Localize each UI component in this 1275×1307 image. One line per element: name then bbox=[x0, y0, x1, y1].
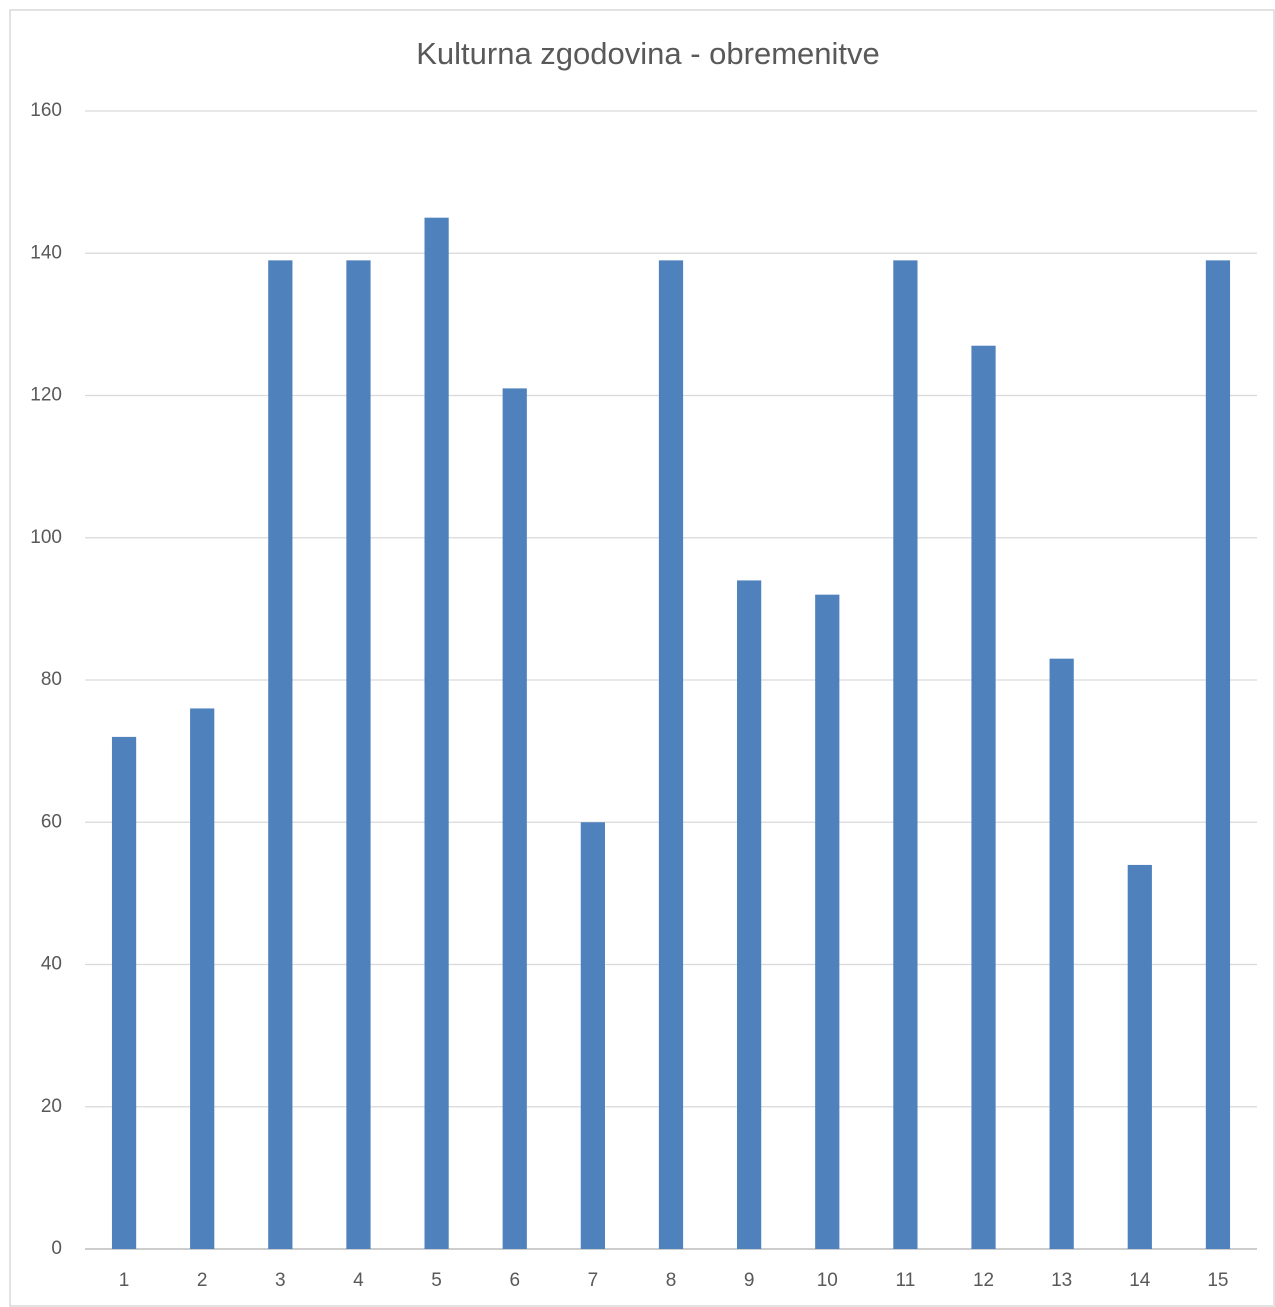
y-tick-label: 80 bbox=[41, 669, 62, 690]
x-tick-label: 12 bbox=[973, 1270, 994, 1291]
y-tick-label: 40 bbox=[41, 954, 62, 975]
bar bbox=[190, 708, 215, 1249]
x-tick-label: 15 bbox=[1207, 1270, 1228, 1291]
y-tick-label: 160 bbox=[30, 100, 62, 121]
x-tick-label: 13 bbox=[1051, 1270, 1072, 1291]
x-tick-label: 14 bbox=[1129, 1270, 1151, 1291]
x-tick-label: 9 bbox=[744, 1270, 755, 1291]
bar bbox=[268, 260, 293, 1249]
y-tick-label: 60 bbox=[41, 811, 62, 832]
bar bbox=[424, 217, 449, 1249]
x-tick-label: 6 bbox=[509, 1270, 520, 1291]
x-tick-label: 4 bbox=[353, 1270, 364, 1291]
bar bbox=[1127, 864, 1152, 1249]
y-tick-label: 120 bbox=[30, 385, 62, 406]
bar bbox=[815, 594, 840, 1249]
y-tick-label: 0 bbox=[51, 1238, 62, 1259]
chart-title: Kulturna zgodovina - obremenitve bbox=[416, 36, 880, 71]
bar bbox=[1205, 260, 1231, 1249]
x-tick-label: 5 bbox=[431, 1270, 442, 1291]
x-tick-label: 2 bbox=[197, 1270, 208, 1291]
x-tick-label: 3 bbox=[275, 1270, 286, 1291]
bar bbox=[971, 345, 996, 1249]
bar bbox=[1049, 658, 1074, 1249]
bar bbox=[502, 388, 527, 1249]
bar bbox=[737, 580, 762, 1249]
x-tick-label: 11 bbox=[896, 1270, 916, 1291]
y-tick-label: 140 bbox=[30, 242, 62, 263]
bar bbox=[893, 260, 918, 1249]
x-tick-label: 10 bbox=[817, 1270, 838, 1291]
x-tick-label: 1 bbox=[119, 1270, 130, 1291]
y-tick-label: 100 bbox=[30, 527, 62, 548]
y-tick-label: 20 bbox=[41, 1096, 62, 1117]
bar bbox=[580, 822, 605, 1249]
x-tick-label: 7 bbox=[588, 1270, 599, 1291]
bar bbox=[111, 736, 137, 1249]
bar bbox=[658, 260, 684, 1249]
x-tick-label: 8 bbox=[666, 1270, 677, 1291]
bar bbox=[346, 260, 371, 1249]
